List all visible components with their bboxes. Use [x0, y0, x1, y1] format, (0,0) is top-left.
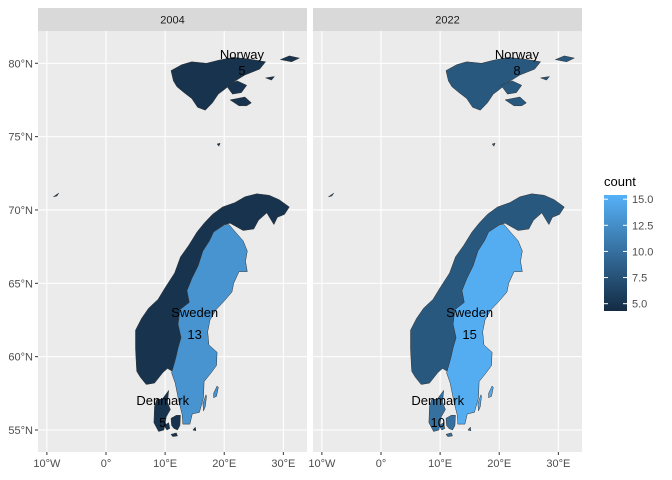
facet-strip — [313, 8, 582, 31]
region-denmark — [170, 432, 178, 437]
x-tick-label: 20°E — [212, 458, 236, 470]
region-norway — [491, 142, 496, 147]
facet-strip-label: 2004 — [160, 15, 184, 27]
region-denmark — [438, 422, 446, 431]
region-denmark — [445, 432, 453, 437]
region-count-label: 13 — [187, 327, 201, 342]
region-denmark — [467, 426, 472, 432]
region-sweden — [446, 224, 523, 425]
region-name-label: Norway — [495, 47, 540, 62]
legend-tick-label: 15.0 — [632, 194, 653, 206]
panel-background — [313, 31, 582, 452]
facet-strip-label: 2022 — [435, 15, 459, 27]
y-tick-label: 60°N — [8, 352, 33, 364]
legend-tick-label: 10.0 — [632, 246, 653, 258]
y-tick-label: 55°N — [8, 425, 33, 437]
region-norway — [554, 55, 576, 63]
region-denmark — [153, 389, 171, 432]
region-norway — [229, 96, 252, 107]
region-count-label: 5 — [159, 415, 166, 430]
legend-tick-label: 12.5 — [632, 220, 653, 232]
region-count-label: 8 — [513, 63, 520, 78]
region-denmark — [428, 389, 446, 432]
region-norway — [225, 80, 248, 95]
region-norway — [504, 96, 527, 107]
facet-strip — [38, 8, 307, 31]
y-tick-label: 65°N — [8, 278, 33, 290]
x-tick-label: 10°E — [153, 458, 177, 470]
region-name-label: Denmark — [411, 393, 464, 408]
x-tick-label: 10°E — [428, 458, 452, 470]
region-name-label: Denmark — [136, 393, 189, 408]
region-sweden — [477, 394, 482, 411]
region-name-label: Norway — [220, 47, 265, 62]
legend-tick-label: 5.0 — [632, 299, 647, 311]
region-name-label: Sweden — [171, 305, 218, 320]
x-tick-label: 10°W — [33, 458, 61, 470]
y-tick-label: 70°N — [8, 205, 33, 217]
region-count-label: 10 — [431, 415, 445, 430]
region-norway — [500, 80, 523, 95]
region-name-label: Sweden — [446, 305, 493, 320]
color-legend: count 5.0 7.5 10.0 12.5 15.0 — [604, 174, 653, 311]
region-norway — [53, 192, 59, 198]
legend-tick-label: 7.5 — [632, 273, 647, 285]
y-tick-label: 80°N — [8, 58, 33, 70]
region-sweden — [202, 394, 207, 411]
region-norway — [279, 55, 301, 63]
region-sweden — [488, 385, 494, 399]
panel-background — [38, 31, 307, 452]
region-count-label: 15 — [462, 327, 476, 342]
region-denmark — [445, 415, 456, 431]
legend-title: count — [604, 174, 636, 189]
region-denmark — [192, 426, 197, 432]
x-tick-label: 0° — [376, 458, 387, 470]
region-norway — [264, 76, 276, 81]
region-sweden — [171, 224, 248, 425]
region-count-label: 5 — [238, 63, 245, 78]
x-tick-label: 20°E — [487, 458, 511, 470]
region-denmark — [163, 422, 171, 431]
region-norway — [539, 76, 551, 81]
region-sweden — [213, 385, 219, 399]
region-norway — [328, 192, 334, 198]
legend-colorbar — [604, 195, 627, 311]
y-tick-label: 75°N — [8, 132, 33, 144]
x-tick-label: 30°E — [546, 458, 570, 470]
x-tick-label: 30°E — [271, 458, 295, 470]
x-tick-label: 0° — [101, 458, 112, 470]
region-denmark — [170, 415, 181, 431]
region-norway — [216, 142, 221, 147]
x-tick-label: 10°W — [308, 458, 336, 470]
